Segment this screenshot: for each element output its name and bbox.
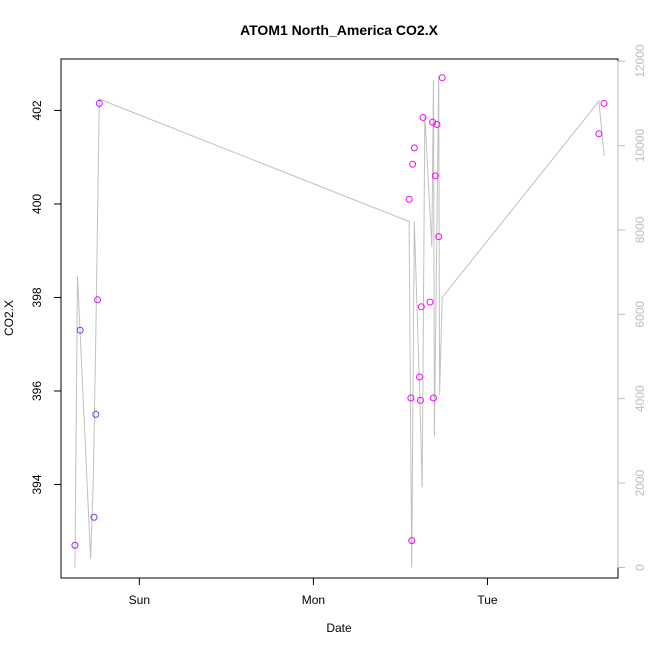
data-point [416, 396, 424, 404]
x-tick-label: Mon [302, 593, 325, 607]
x-tick-label: Sun [129, 593, 150, 607]
data-point [408, 537, 416, 545]
left-tick-label: 394 [30, 474, 44, 494]
right-axis: 0 2000 4000 6000 8000 10000 12000 [617, 44, 647, 571]
data-point [71, 541, 79, 549]
right-tick-label: 4000 [633, 385, 647, 412]
data-point [405, 195, 413, 203]
data-point [76, 326, 84, 334]
right-tick-label: 6000 [633, 301, 647, 328]
right-tick-label: 2000 [633, 469, 647, 496]
data-point [90, 513, 98, 521]
left-tick-label: 396 [30, 381, 44, 401]
data-point [429, 394, 437, 402]
data-point [417, 303, 425, 311]
data-point [438, 74, 446, 82]
series-line [74, 75, 605, 568]
left-tick-label: 402 [30, 100, 44, 120]
x-tick-label: Tue [477, 593, 498, 607]
data-point [407, 394, 415, 402]
data-point [95, 99, 103, 107]
data-point [416, 373, 424, 381]
data-point [595, 130, 603, 138]
chart-title: ATOM1 North_America CO2.X [240, 22, 439, 38]
y-axis-label: CO2.X [2, 300, 16, 336]
data-point [431, 172, 439, 180]
data-point [435, 233, 443, 241]
points [71, 74, 608, 549]
left-tick-label: 398 [30, 287, 44, 307]
right-tick-label: 0 [633, 564, 647, 571]
x-axis-label: Date [326, 621, 352, 635]
data-point [410, 144, 418, 152]
data-point [409, 160, 417, 168]
data-point [419, 113, 427, 121]
data-point [600, 99, 608, 107]
right-tick-label: 12000 [633, 44, 647, 78]
x-axis: Sun Mon Tue [129, 577, 498, 607]
data-point [92, 410, 100, 418]
right-tick-label: 8000 [633, 216, 647, 243]
data-point [94, 296, 102, 304]
left-axis: 394 396 398 400 402 [30, 100, 61, 495]
data-point [433, 120, 441, 128]
left-tick-label: 400 [30, 194, 44, 214]
series-line-path [74, 75, 605, 568]
right-tick-label: 10000 [633, 128, 647, 162]
data-point [426, 298, 434, 306]
